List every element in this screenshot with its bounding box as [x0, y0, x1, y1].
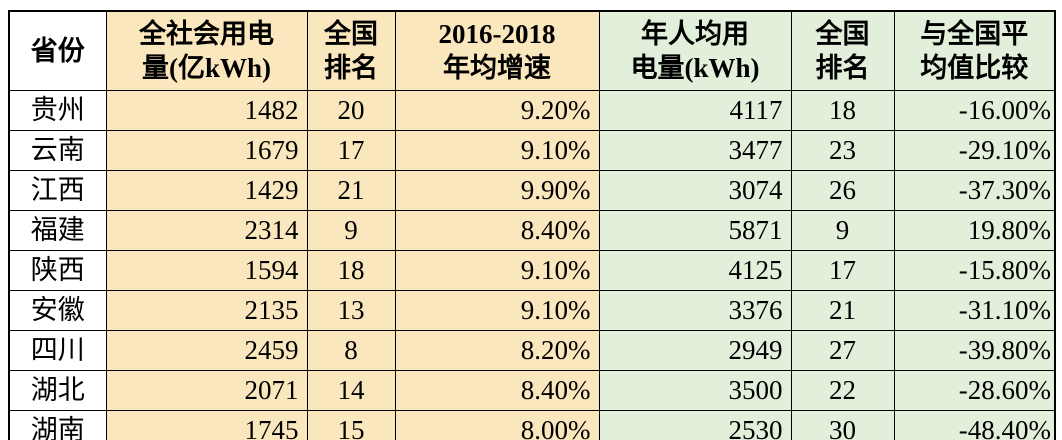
- cell-per-capita-consumption: 4117: [598, 90, 792, 131]
- table-row: 贵州 1482 20 9.20% 4117 18 -16.00%: [8, 90, 1056, 131]
- header-label-line: 排名: [324, 53, 378, 83]
- cell-province: 贵州: [8, 90, 107, 131]
- table-body: 贵州 1482 20 9.20% 4117 18 -16.00% 云南 1679 17 9.10% 3…: [8, 90, 1056, 440]
- cell-vs-national-average: -16.00%: [893, 90, 1056, 131]
- cell-total-consumption: 2135: [105, 290, 308, 331]
- cell-total-consumption: 1594: [105, 250, 308, 291]
- cell-per-capita-consumption: 3500: [598, 370, 792, 411]
- cell-per-capita-consumption: 2949: [598, 330, 792, 371]
- cell-total-consumption: 2459: [105, 330, 308, 371]
- header-label-line: 年人均用: [641, 19, 749, 49]
- cell-per-capita-consumption: 2530: [598, 410, 792, 440]
- table-row: 云南 1679 17 9.10% 3477 23 -29.10%: [8, 130, 1056, 171]
- cell-national-rank-per-capita: 26: [790, 170, 895, 211]
- cell-total-consumption: 1679: [105, 130, 308, 171]
- cell-total-consumption: 1429: [105, 170, 308, 211]
- cell-avg-growth-rate: 8.00%: [394, 410, 600, 440]
- header-cell-national-rank-consumption: 全国 排名: [306, 10, 396, 91]
- header-cell-per-capita-consumption: 年人均用电量(kWh): [598, 10, 792, 91]
- header-label-line: 年均增速: [443, 53, 551, 83]
- cell-national-rank-per-capita: 27: [790, 330, 895, 371]
- cell-national-rank-per-capita: 23: [790, 130, 895, 171]
- table-row: 福建 2314 9 8.40% 5871 9 19.80%: [8, 210, 1056, 251]
- cell-national-rank-consumption: 18: [306, 250, 396, 291]
- cell-avg-growth-rate: 8.40%: [394, 370, 600, 411]
- table-row: 湖南 1745 15 8.00% 2530 30 -48.40%: [8, 410, 1056, 440]
- header-label-line: 与全国平: [920, 19, 1029, 49]
- cell-total-consumption: 1745: [105, 410, 308, 440]
- header-label-line: 2016-2018: [438, 19, 556, 49]
- cell-national-rank-consumption: 13: [306, 290, 396, 331]
- cell-province: 云南: [8, 130, 107, 171]
- cell-per-capita-consumption: 3074: [598, 170, 792, 211]
- header-label-line: 电量(kWh): [630, 53, 760, 83]
- cell-national-rank-per-capita: 17: [790, 250, 895, 291]
- cell-national-rank-per-capita: 30: [790, 410, 895, 440]
- cell-national-rank-consumption: 15: [306, 410, 396, 440]
- cell-vs-national-average: -29.10%: [893, 130, 1056, 171]
- cell-total-consumption: 1482: [105, 90, 308, 131]
- header-cell-total-consumption: 全社会用电量(亿kWh): [105, 10, 308, 91]
- header-label-line: 全社会用电: [139, 19, 274, 49]
- cell-avg-growth-rate: 9.10%: [394, 250, 600, 291]
- cell-avg-growth-rate: 9.90%: [394, 170, 600, 211]
- header-cell-avg-growth-rate: 2016-2018 年均增速: [394, 10, 600, 91]
- cell-per-capita-consumption: 3477: [598, 130, 792, 171]
- cell-per-capita-consumption: 5871: [598, 210, 792, 251]
- cell-total-consumption: 2071: [105, 370, 308, 411]
- table-row: 四川 2459 8 8.20% 2949 27 -39.80%: [8, 330, 1056, 371]
- cell-avg-growth-rate: 8.40%: [394, 210, 600, 251]
- cell-vs-national-average: 19.80%: [893, 210, 1056, 251]
- cell-national-rank-consumption: 8: [306, 330, 396, 371]
- cell-province: 福建: [8, 210, 107, 251]
- cell-province: 湖南: [8, 410, 107, 440]
- header-cell-national-rank-per-capita: 全国 排名: [790, 10, 895, 91]
- cell-national-rank-per-capita: 21: [790, 290, 895, 331]
- table-row: 湖北 2071 14 8.40% 3500 22 -28.60%: [8, 370, 1056, 411]
- cell-national-rank-per-capita: 22: [790, 370, 895, 411]
- cell-vs-national-average: -31.10%: [893, 290, 1056, 331]
- cell-vs-national-average: -15.80%: [893, 250, 1056, 291]
- header-cell-vs-national-average: 与全国平 均值比较: [893, 10, 1056, 91]
- cell-vs-national-average: -28.60%: [893, 370, 1056, 411]
- cell-national-rank-consumption: 20: [306, 90, 396, 131]
- cell-national-rank-consumption: 17: [306, 130, 396, 171]
- cell-avg-growth-rate: 9.10%: [394, 130, 600, 171]
- header-label-line: 量(亿kWh): [141, 53, 271, 83]
- cell-province: 陕西: [8, 250, 107, 291]
- cell-province: 江西: [8, 170, 107, 211]
- cell-avg-growth-rate: 9.10%: [394, 290, 600, 331]
- cell-national-rank-consumption: 9: [306, 210, 396, 251]
- table-row: 安徽 2135 13 9.10% 3376 21 -31.10%: [8, 290, 1056, 331]
- cell-national-rank-consumption: 21: [306, 170, 396, 211]
- cell-total-consumption: 2314: [105, 210, 308, 251]
- header-label-line: 省份: [30, 36, 85, 66]
- cell-vs-national-average: -37.30%: [893, 170, 1056, 211]
- header-cell-province: 省份: [8, 10, 107, 91]
- header-label-line: 均值比较: [920, 53, 1029, 83]
- cell-vs-national-average: -39.80%: [893, 330, 1056, 371]
- cell-per-capita-consumption: 4125: [598, 250, 792, 291]
- table-row: 陕西 1594 18 9.10% 4125 17 -15.80%: [8, 250, 1056, 291]
- header-label-line: 排名: [815, 53, 870, 83]
- cell-avg-growth-rate: 8.20%: [394, 330, 600, 371]
- header-row: 省份 全社会用电 量(亿kWh) 全国 排名 2016-2018 年均增速 年人均用 电量(kW…: [8, 10, 1056, 91]
- cell-national-rank-per-capita: 9: [790, 210, 895, 251]
- cell-national-rank-per-capita: 18: [790, 90, 895, 131]
- cell-avg-growth-rate: 9.20%: [394, 90, 600, 131]
- cell-vs-national-average: -48.40%: [893, 410, 1056, 440]
- table-row: 江西 1429 21 9.90% 3074 26 -37.30%: [8, 170, 1056, 211]
- cell-province: 四川: [8, 330, 107, 371]
- cell-national-rank-consumption: 14: [306, 370, 396, 411]
- cell-per-capita-consumption: 3376: [598, 290, 792, 331]
- header-label-line: 全国: [815, 19, 870, 49]
- electricity-consumption-table: 省份 全社会用电 量(亿kWh) 全国 排名 2016-2018 年均增速 年人均用 电量(kW…: [8, 10, 1056, 440]
- cell-province: 安徽: [8, 290, 107, 331]
- cell-province: 湖北: [8, 370, 107, 411]
- header-label-line: 全国: [324, 19, 378, 49]
